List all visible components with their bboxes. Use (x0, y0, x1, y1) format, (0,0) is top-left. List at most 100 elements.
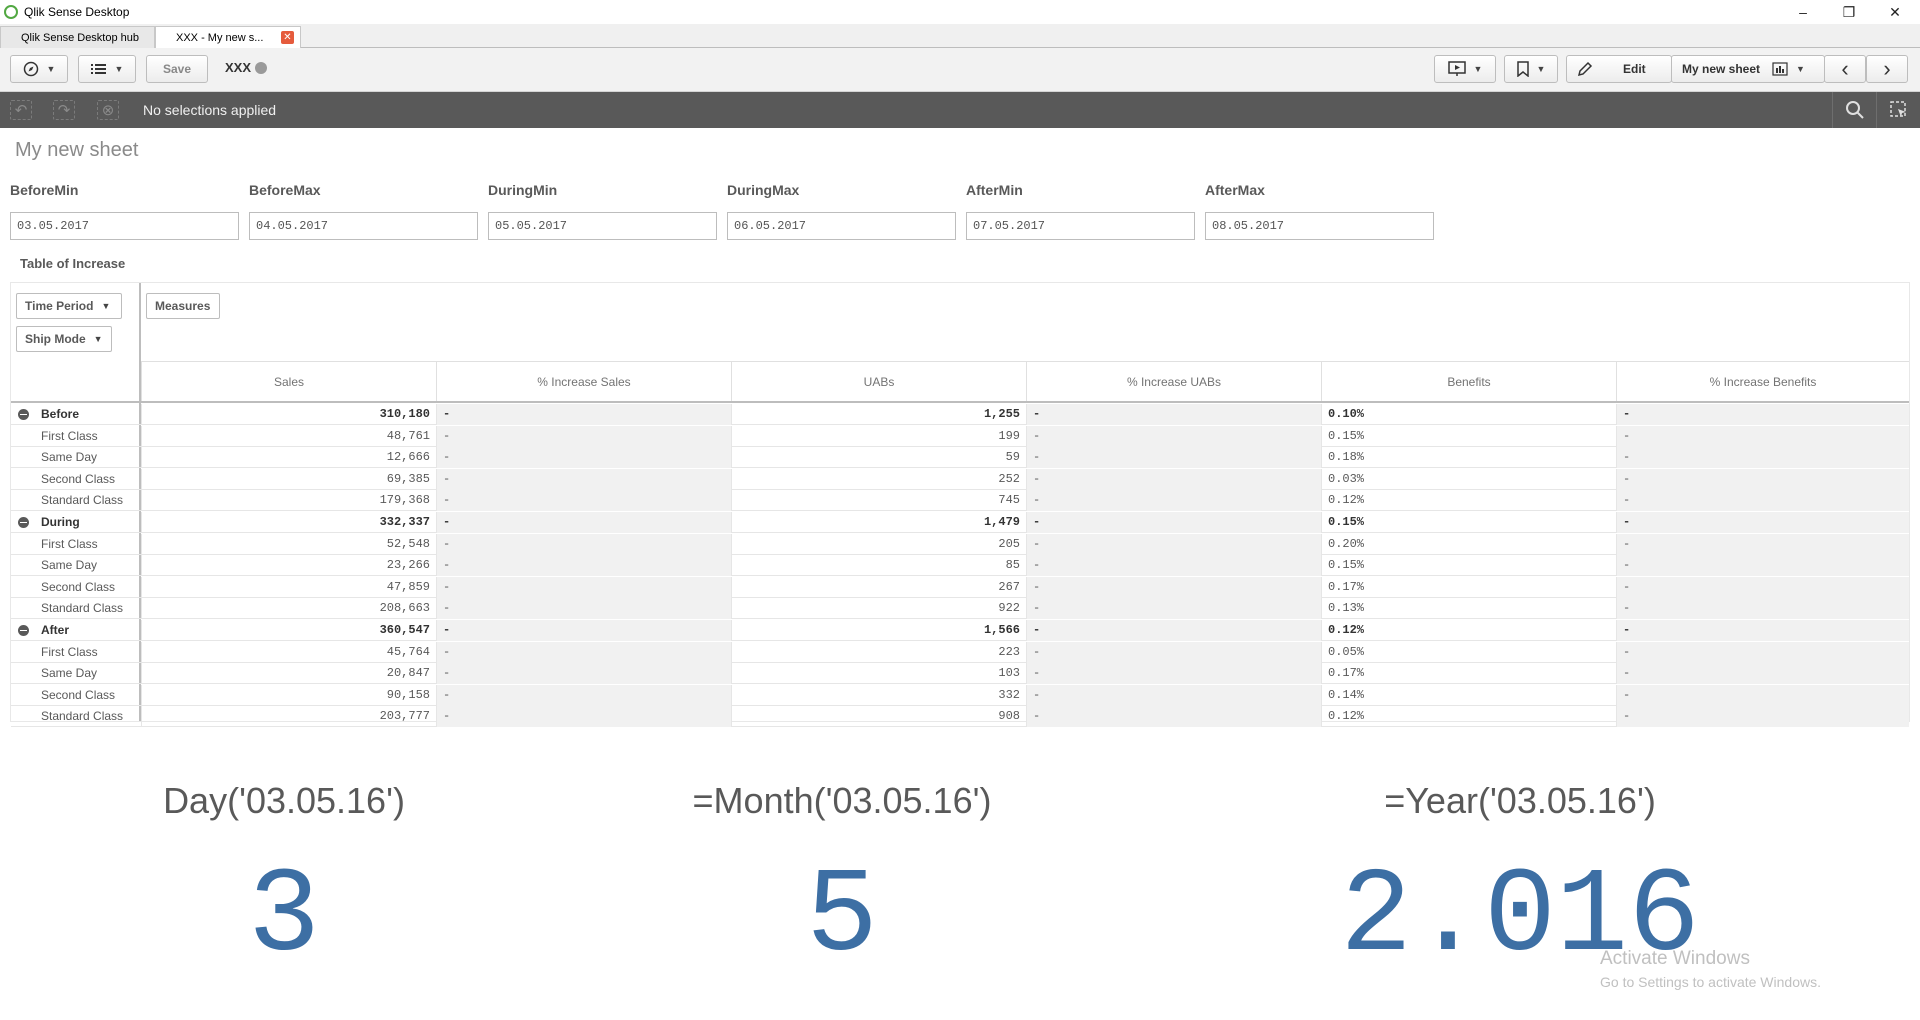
collapse-icon[interactable] (18, 625, 29, 636)
table-cell: 0.15% (1321, 425, 1616, 447)
table-group-row: After 360,547-1,566-0.12% - (11, 620, 1909, 641)
step-forward-icon[interactable]: ↷ (53, 100, 75, 120)
table-cell: - (1616, 512, 1909, 533)
table-cell: 20,847 (141, 663, 436, 685)
table-group-row: During 332,337-1,479-0.15% - (11, 512, 1909, 533)
table-cell: 1,255 (731, 404, 1026, 425)
next-sheet-button[interactable]: › (1866, 55, 1908, 83)
dimension-ship-mode-button[interactable]: Ship Mode ▼ (16, 326, 112, 352)
row-label[interactable]: After (41, 623, 70, 637)
table-cell: - (436, 512, 731, 533)
restore-button[interactable]: ❐ (1842, 3, 1856, 20)
table-cell: 0.15% (1321, 555, 1616, 577)
column-header-increase-benefits[interactable]: % Increase Benefits (1616, 361, 1909, 401)
table-row: First Class 45,764-223-0.05% - (11, 641, 1909, 663)
list-menu-button[interactable]: ▼ (78, 55, 136, 83)
search-icon (1845, 101, 1864, 119)
row-label: First Class (41, 428, 98, 443)
sheet-selector-button[interactable]: My new sheet ▼ (1671, 55, 1825, 83)
column-header-sales[interactable]: Sales (141, 361, 436, 401)
table-row: Standard Class 179,368-745-0.12% - (11, 490, 1909, 512)
table-row: Standard Class 208,663-922-0.13% - (11, 598, 1909, 620)
filter-input[interactable]: 06.05.2017 (727, 212, 956, 240)
table-cell: - (436, 425, 731, 447)
collapse-icon[interactable] (18, 517, 29, 528)
table-cell: - (436, 490, 731, 512)
collapse-icon[interactable] (18, 409, 29, 420)
table-row: First Class 48,761-199-0.15% - (11, 425, 1909, 447)
table-cell: - (1616, 490, 1909, 512)
filter-input[interactable]: 08.05.2017 (1205, 212, 1434, 240)
present-button[interactable]: ▼ (1434, 55, 1496, 83)
search-button[interactable] (1832, 92, 1876, 128)
header-divider (11, 401, 1909, 403)
table-title: Table of Increase (20, 256, 126, 271)
table-cell: 252 (731, 468, 1026, 490)
filter-duringmin: DuringMin 05.05.2017 (488, 182, 718, 240)
table-cell: 360,547 (141, 620, 436, 641)
save-button[interactable]: Save (146, 55, 208, 83)
compass-icon (23, 61, 38, 77)
bookmark-button[interactable]: ▼ (1504, 55, 1558, 83)
row-label: Standard Class (41, 709, 124, 724)
filter-input[interactable]: 05.05.2017 (488, 212, 717, 240)
minimize-button[interactable]: – (1799, 4, 1807, 20)
column-header-uabs[interactable]: UABs (731, 361, 1026, 401)
selections-tool-button[interactable] (1876, 92, 1920, 128)
measures-button[interactable]: Measures (146, 293, 220, 319)
filter-aftermin: AfterMin 07.05.2017 (966, 182, 1196, 240)
row-label: Same Day (41, 558, 98, 573)
kpi-title: Day('03.05.16') (163, 780, 405, 821)
app-title: XXX (225, 60, 268, 75)
kpi-title: =Year('03.05.16') (1384, 780, 1656, 821)
tab-close-icon[interactable]: ✕ (281, 31, 294, 44)
row-label[interactable]: Before (41, 407, 80, 421)
table-cell: - (436, 684, 731, 706)
tab-sheet[interactable]: XXX - My new s... ✕ (155, 26, 301, 48)
app-name: XXX (225, 60, 252, 75)
filter-input[interactable]: 07.05.2017 (966, 212, 1195, 240)
selection-tool-icon (1889, 101, 1906, 117)
tab-hub[interactable]: Qlik Sense Desktop hub (0, 26, 155, 48)
edit-button[interactable]: Edit (1566, 55, 1672, 83)
table-row: First Class 52,548-205-0.20% - (11, 533, 1909, 555)
row-label: Standard Class (41, 493, 124, 508)
table-cell: 45,764 (141, 641, 436, 663)
table-cell: 310,180 (141, 404, 436, 425)
table-cell: 208,663 (141, 598, 436, 620)
table-cell: 59 (731, 447, 1026, 469)
row-label: Second Class (41, 471, 116, 486)
table-cell: - (436, 663, 731, 685)
tab-sheet-label: XXX - My new s... (176, 31, 264, 44)
table-cell: 1,479 (731, 512, 1026, 533)
table-cell: - (1026, 533, 1321, 555)
kpi-value: 2.016 (1339, 850, 1701, 986)
chevron-down-icon: ▼ (93, 334, 103, 344)
column-header-benefits[interactable]: Benefits (1321, 361, 1616, 401)
column-header-increase-uabs[interactable]: % Increase UABs (1026, 361, 1321, 401)
navigation-menu-button[interactable]: ▼ (10, 55, 68, 83)
filter-input[interactable]: 04.05.2017 (249, 212, 478, 240)
kpi-title: =Month('03.05.16') (692, 780, 992, 821)
dimension-time-period-button[interactable]: Time Period ▼ (16, 293, 122, 319)
row-label: First Class (41, 644, 98, 659)
close-window-button[interactable]: ✕ (1889, 3, 1901, 20)
column-header-increase-sales[interactable]: % Increase Sales (436, 361, 731, 401)
table-cell: - (1026, 576, 1321, 598)
filter-label: AfterMax (1205, 182, 1265, 198)
filter-input[interactable]: 03.05.2017 (10, 212, 239, 240)
table-cell: - (1616, 425, 1909, 447)
filter-beforemin: BeforeMin 03.05.2017 (10, 182, 240, 240)
table-cell: 23,266 (141, 555, 436, 577)
previous-sheet-button[interactable]: ‹ (1824, 55, 1866, 83)
step-back-icon[interactable]: ↶ (10, 100, 32, 120)
table-cell: 103 (731, 663, 1026, 685)
table-cell: 0.15% (1321, 512, 1616, 533)
kpi-value: 5 (805, 850, 878, 986)
table-cell: 203,777 (141, 706, 436, 728)
chevron-down-icon: ▼ (1536, 64, 1546, 74)
clear-selections-icon[interactable]: ⊗ (97, 100, 119, 120)
row-label[interactable]: During (41, 515, 80, 529)
row-label: Same Day (41, 450, 98, 465)
kpi-day: Day('03.05.16') 3 (4, 780, 564, 986)
